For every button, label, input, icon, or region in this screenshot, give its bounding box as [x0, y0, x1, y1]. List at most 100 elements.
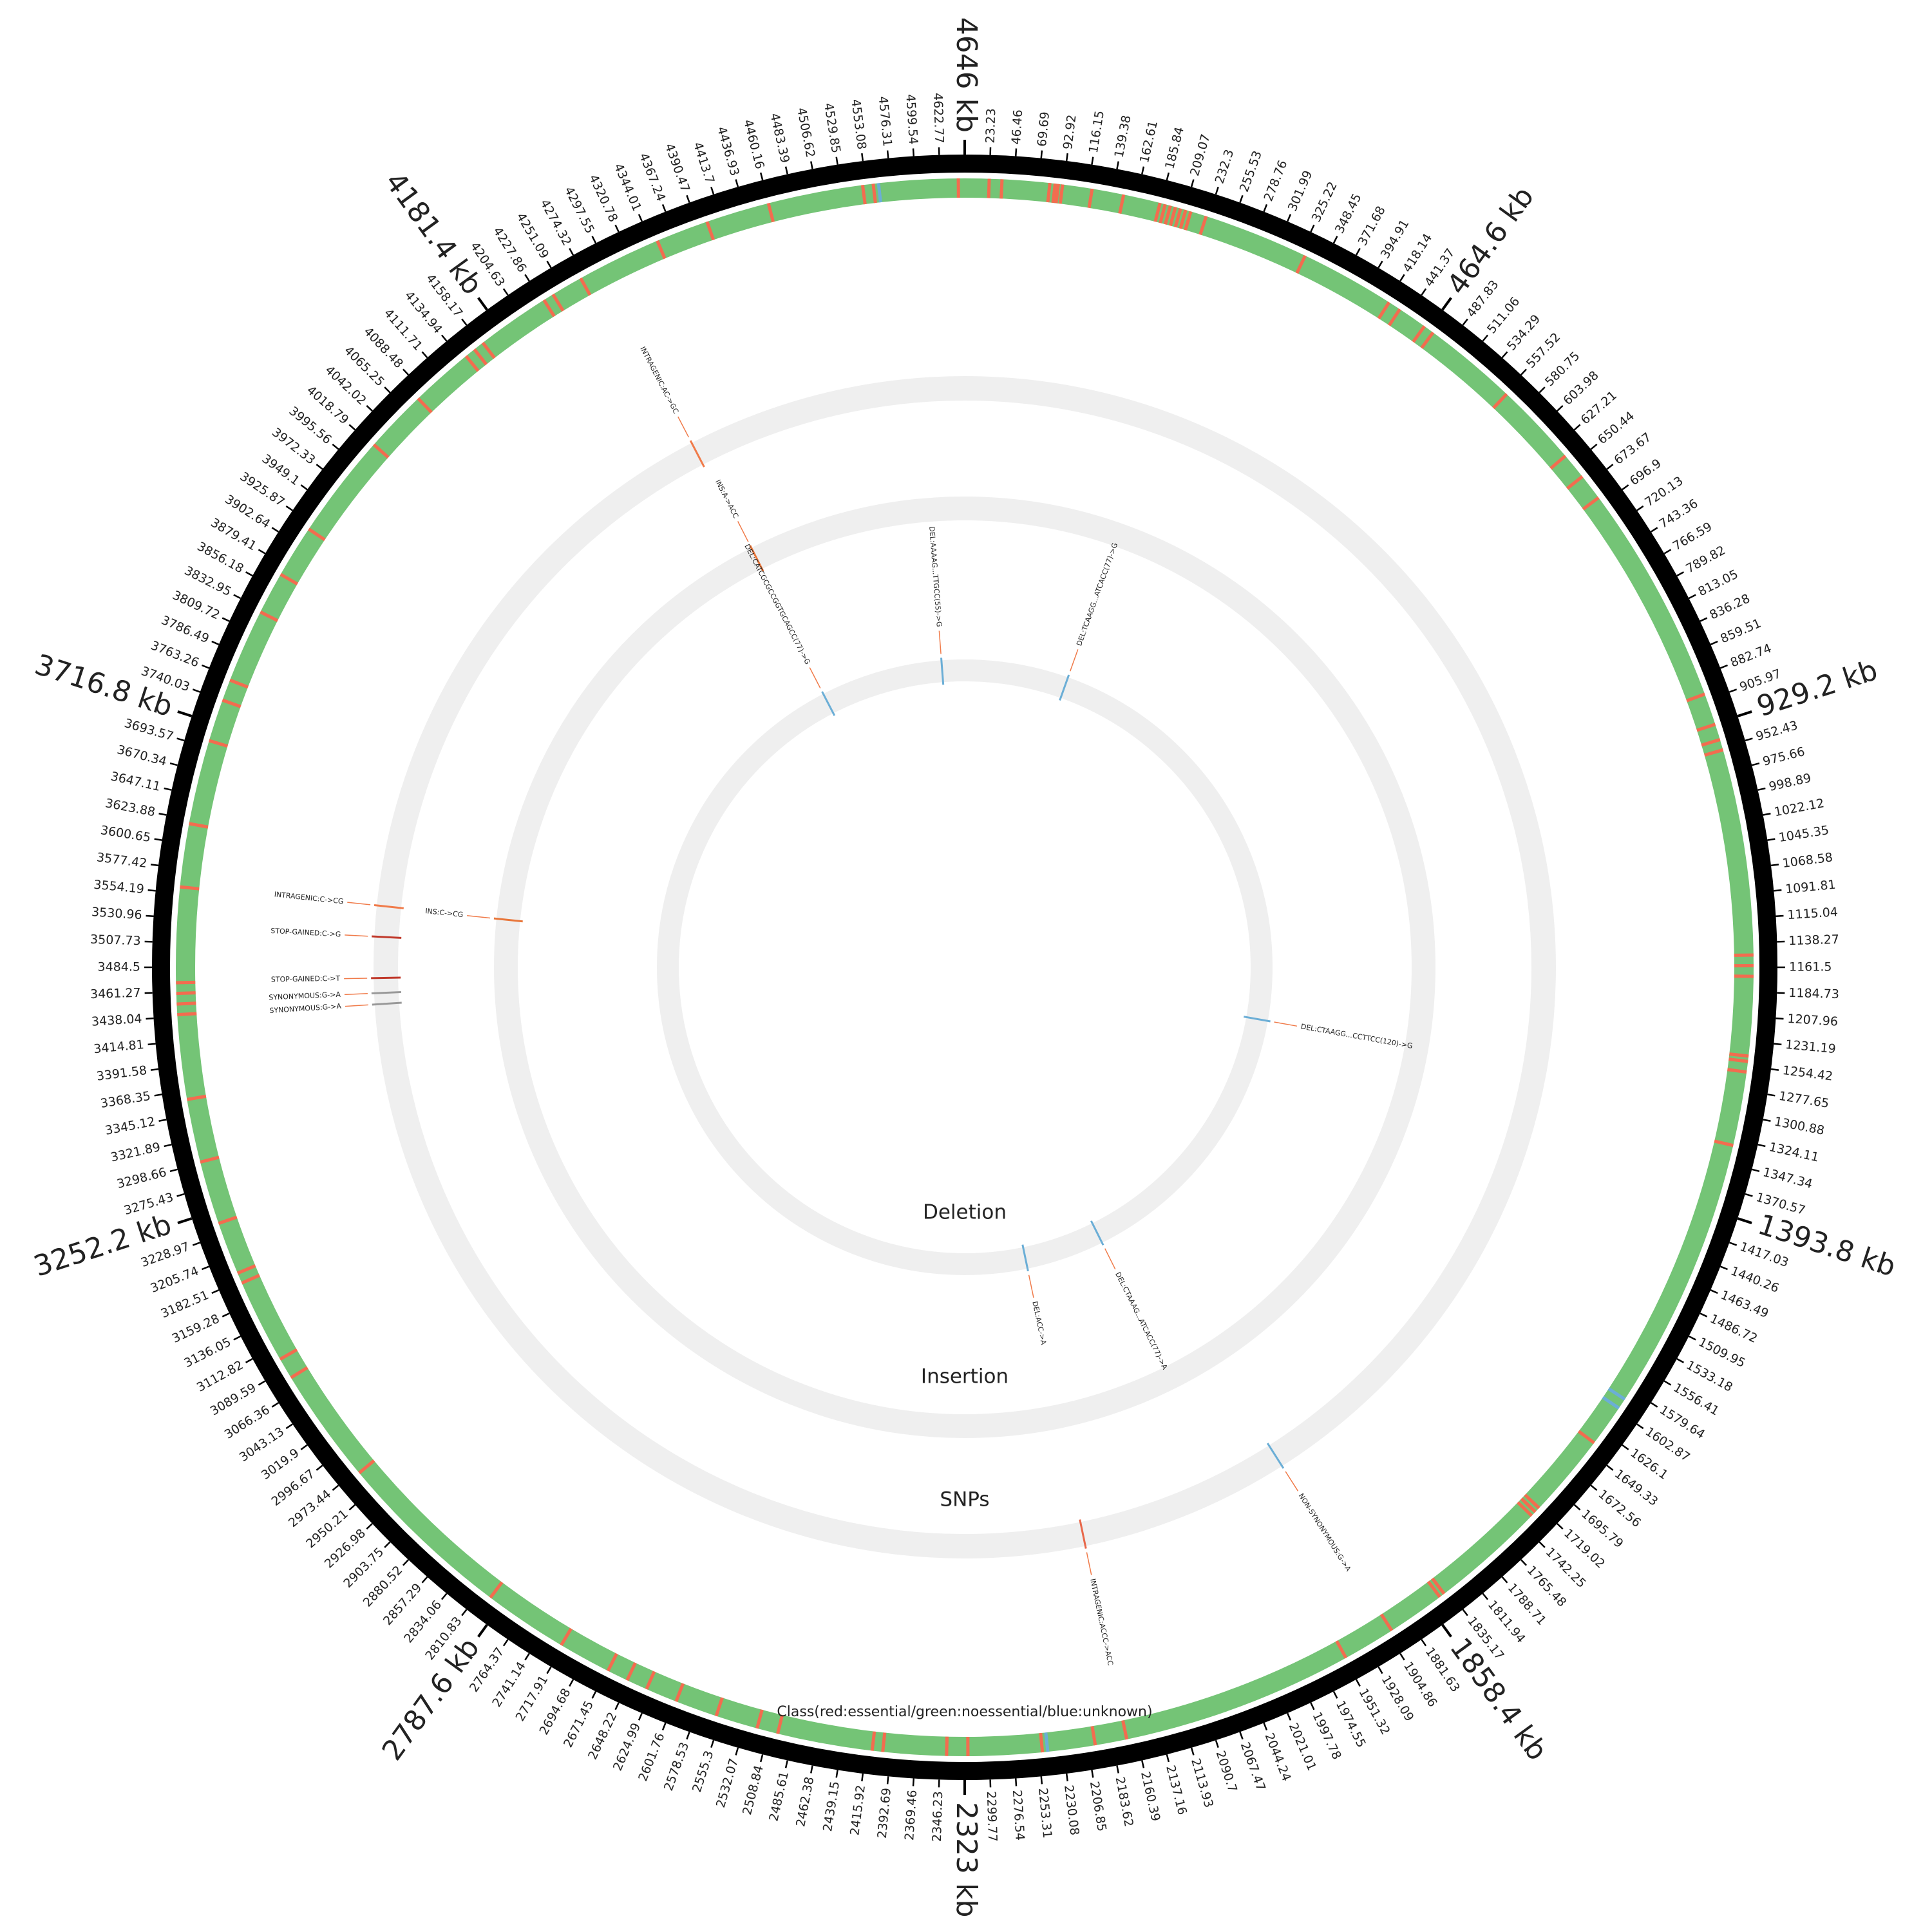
track-name: SNPs: [940, 1488, 989, 1511]
tick-mark: [1399, 1653, 1405, 1661]
tick-mark: [686, 194, 690, 204]
gene-essential: [176, 1001, 196, 1006]
leader-line: [938, 630, 942, 654]
tick-mark: [1520, 1559, 1528, 1566]
tick-mark: [1757, 787, 1766, 791]
tick-label: 1207.96: [1787, 1012, 1839, 1029]
gene-essential: [200, 1155, 220, 1164]
tick-mark: [1767, 838, 1776, 841]
tick-mark: [1215, 1739, 1219, 1748]
tick-mark: [222, 1312, 230, 1318]
gene-essential: [625, 1662, 637, 1681]
tick-mark: [477, 1624, 488, 1638]
tick-mark: [1263, 204, 1268, 213]
gene-essential: [260, 610, 279, 622]
gene-essential: [1335, 1640, 1348, 1659]
gene-essential: [279, 1348, 298, 1361]
gene-essential: [1696, 723, 1716, 732]
gene-essential: [1164, 205, 1172, 225]
gene-essential: [1153, 202, 1162, 222]
tick-mark: [202, 664, 210, 669]
gene-essential: [1090, 1726, 1097, 1746]
tick-mark: [1166, 1754, 1170, 1763]
tick-mark: [546, 260, 552, 269]
leader-line: [467, 915, 491, 919]
tick-mark: [245, 1358, 253, 1363]
gene-essential: [1198, 216, 1208, 236]
tick-label: 2299.77: [984, 1791, 999, 1842]
gene-essential: [176, 980, 196, 985]
gene-essential: [1118, 194, 1126, 214]
tick-mark: [1441, 1624, 1452, 1638]
leader-line: [1070, 649, 1079, 672]
gene-essential: [1431, 1577, 1446, 1595]
tick-mark: [169, 762, 178, 766]
tick-mark: [158, 813, 167, 816]
leader-line: [347, 902, 371, 905]
gene-essential: [176, 991, 196, 996]
tick-mark: [147, 889, 156, 892]
gene-essential: [1051, 183, 1057, 204]
tick-mark: [1622, 1444, 1629, 1450]
tick-mark: [1310, 224, 1315, 232]
gene-essential: [229, 678, 249, 689]
tick-mark: [477, 297, 488, 311]
tick-mark: [192, 688, 201, 693]
tick-mark: [271, 1402, 279, 1408]
tick-mark: [366, 404, 373, 412]
gene-essential: [1377, 301, 1391, 319]
tick-label: 4599.54: [903, 93, 920, 145]
tick-mark: [1190, 179, 1195, 187]
tick-mark: [202, 1265, 210, 1271]
tick-mark: [784, 166, 788, 175]
tick-mark: [147, 1043, 156, 1046]
gene-essential: [1492, 393, 1508, 410]
gene-essential: [656, 240, 667, 260]
tick-mark: [150, 864, 159, 867]
gene-essential: [222, 698, 242, 708]
tick-mark: [1287, 214, 1292, 222]
tick-mark: [710, 1739, 715, 1748]
gene-essential: [606, 1653, 618, 1672]
gene-unknown: [876, 183, 882, 203]
tick-mark: [1399, 274, 1405, 282]
tick-mark: [1116, 1765, 1119, 1774]
gene-essential: [208, 739, 229, 748]
tick-mark: [192, 1242, 201, 1246]
tick-mark: [1462, 318, 1468, 326]
tick-mark: [1737, 710, 1752, 717]
gene-essential: [1054, 184, 1060, 204]
variant-mark: [940, 658, 945, 685]
tick-mark: [158, 1119, 167, 1122]
tick-mark: [1539, 386, 1546, 393]
tick-mark: [1501, 1576, 1508, 1584]
tick-mark: [1091, 1770, 1094, 1778]
tick-mark: [332, 1484, 339, 1492]
tick-mark: [661, 204, 667, 213]
tick-mark: [1676, 1358, 1685, 1363]
tick-mark: [1776, 1017, 1784, 1020]
tick-mark: [735, 1747, 739, 1756]
tick-mark: [810, 161, 813, 169]
gene-essential: [560, 1627, 573, 1646]
tick-label: 1138.27: [1788, 933, 1839, 948]
track-ring: [374, 376, 1556, 1558]
tick-mark: [1710, 640, 1718, 645]
major-tick-label: 4646 kb: [950, 17, 983, 133]
tick-mark: [176, 1193, 185, 1197]
gene-essential: [1426, 1580, 1441, 1598]
tick-mark: [735, 179, 739, 187]
gene-essential: [1566, 475, 1584, 490]
tick-mark: [384, 1541, 391, 1548]
tick-mark: [285, 505, 293, 511]
tick-mark: [546, 1666, 552, 1674]
tick-mark: [1719, 1265, 1728, 1271]
gene-essential: [1168, 206, 1177, 227]
tick-mark: [1622, 484, 1629, 491]
gene-essential: [579, 277, 592, 296]
tick-label: 2276.54: [1010, 1790, 1027, 1841]
tick-mark: [1688, 1335, 1696, 1341]
tick-mark: [759, 172, 764, 180]
tick-label: 2346.23: [930, 1791, 945, 1842]
